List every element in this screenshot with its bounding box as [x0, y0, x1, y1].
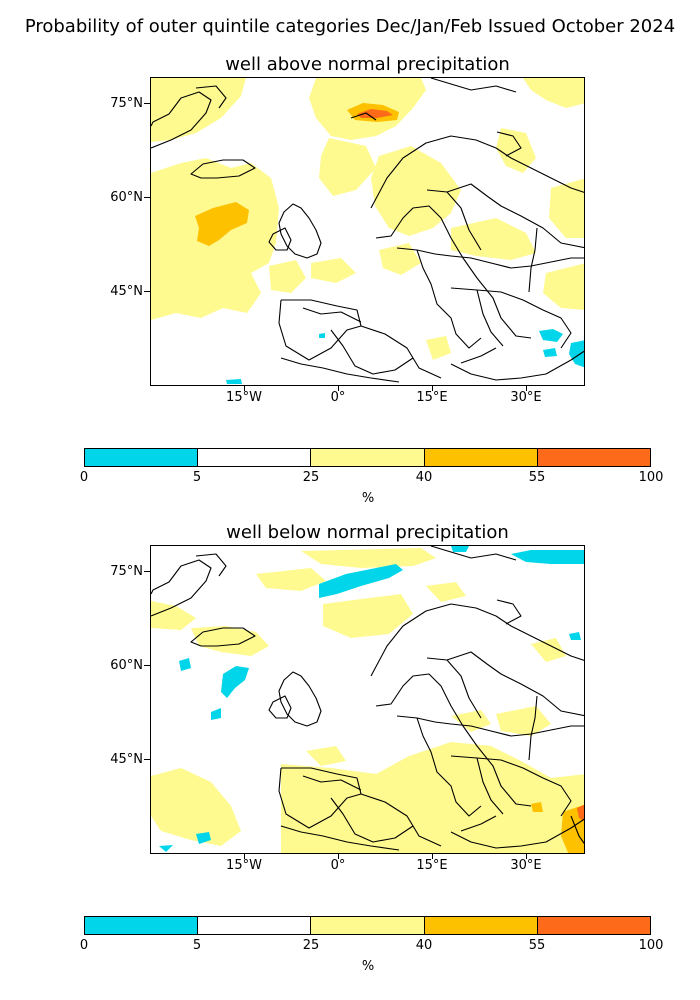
lon-label-15w-below: 15°W — [226, 858, 262, 873]
colorbar-segment-55-100 — [536, 917, 651, 934]
colorbar-segment-0-5 — [85, 449, 198, 466]
colorbar-tick-25: 25 — [302, 470, 320, 485]
colorbar-unit: % — [361, 491, 375, 506]
shade-40-55 — [531, 802, 584, 853]
colorbar-above — [84, 448, 651, 467]
coastlines-below — [151, 546, 584, 851]
shade-25-40 — [151, 548, 584, 853]
colorbar-tick-25-below: 25 — [302, 938, 320, 953]
colorbar-tick-55: 55 — [528, 470, 546, 485]
map-above-canvas — [151, 78, 584, 384]
lon-label-0-below: 0° — [330, 858, 346, 873]
colorbar-tick-100-below: 100 — [638, 938, 664, 953]
lat-label-45n-below: 45°N — [110, 752, 143, 767]
chart-title: Probability of outer quintile categories… — [24, 16, 676, 37]
lat-label-75n-below: 75°N — [110, 564, 143, 579]
colorbar-segment-55-100 — [536, 449, 651, 466]
coastlines-above — [151, 78, 584, 383]
panel-title-above: well above normal precipitation — [225, 54, 510, 75]
shade-55-100 — [357, 109, 393, 118]
lat-label-60n-below: 60°N — [110, 658, 143, 673]
lon-label-15e: 15°E — [416, 390, 448, 405]
colorbar-segment-25-40 — [310, 449, 424, 466]
lat-label-45n: 45°N — [110, 284, 143, 299]
colorbar-tick-100: 100 — [638, 470, 664, 485]
colorbar-segment-5-25 — [197, 449, 311, 466]
shade-0-5 — [226, 329, 584, 384]
lon-label-15w: 15°W — [226, 390, 262, 405]
colorbar-segment-40-55 — [423, 449, 537, 466]
colorbar-segment-0-5 — [85, 917, 198, 934]
lon-label-30e: 30°E — [510, 390, 542, 405]
colorbar-tick-5: 5 — [192, 470, 202, 485]
colorbar-tick-0: 0 — [79, 470, 89, 485]
shade-55-100 — [577, 804, 584, 821]
map-below-canvas — [151, 546, 584, 853]
shade-0-5 — [159, 546, 584, 852]
map-above — [150, 77, 585, 386]
colorbar-segment-25-40 — [310, 917, 424, 934]
panel-title-below: well below normal precipitation — [226, 522, 509, 543]
lat-label-75n: 75°N — [110, 96, 143, 111]
colorbar-segment-5-25 — [197, 917, 311, 934]
lon-label-15e-below: 15°E — [416, 858, 448, 873]
lon-label-0: 0° — [330, 390, 346, 405]
colorbar-unit-below: % — [361, 959, 375, 974]
colorbar-segment-40-55 — [423, 917, 537, 934]
shade-25-40 — [151, 78, 584, 360]
lon-label-30e-below: 30°E — [510, 858, 542, 873]
map-below — [150, 545, 585, 854]
colorbar-tick-55-below: 55 — [528, 938, 546, 953]
colorbar-tick-5-below: 5 — [192, 938, 202, 953]
lat-label-60n: 60°N — [110, 190, 143, 205]
colorbar-tick-40-below: 40 — [415, 938, 433, 953]
colorbar-tick-0-below: 0 — [79, 938, 89, 953]
colorbar-below — [84, 916, 651, 935]
colorbar-tick-40: 40 — [415, 470, 433, 485]
